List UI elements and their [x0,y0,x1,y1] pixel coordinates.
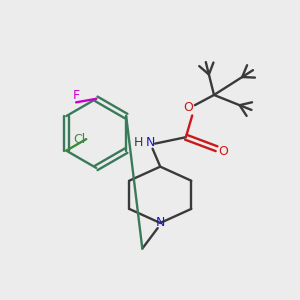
Text: N: N [145,136,155,149]
Text: F: F [73,89,80,102]
Text: O: O [218,145,228,158]
Text: Cl: Cl [74,133,86,146]
Text: N: N [156,217,165,230]
Text: O: O [184,101,193,114]
Text: H: H [134,136,143,149]
